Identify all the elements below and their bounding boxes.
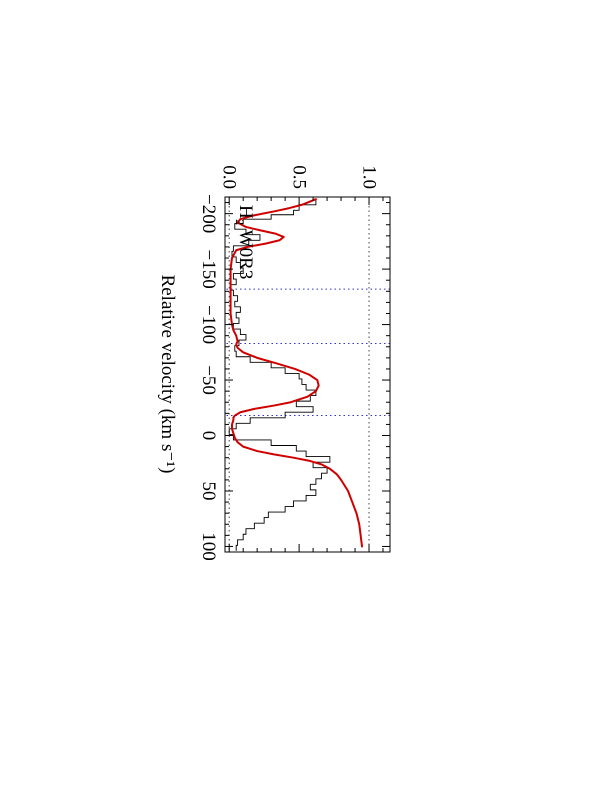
model-fit-line bbox=[229, 198, 364, 548]
x-tick-label: 50 bbox=[198, 481, 219, 500]
y-tick-label: 0.5 bbox=[289, 165, 310, 189]
data-layer bbox=[228, 198, 364, 551]
tick-marks bbox=[225, 197, 390, 552]
tick-labels: −200 −150 −100 −50 0 50 100 0.0 0.5 1.0 bbox=[198, 165, 380, 560]
x-axis-label: Relative velocity (km s⁻¹) bbox=[157, 275, 178, 474]
reference-lines bbox=[225, 197, 390, 552]
plot-frame bbox=[224, 196, 391, 553]
y-tick-label: 1.0 bbox=[359, 165, 380, 189]
rotated-plot: −200 −150 −100 −50 0 50 100 0.0 0.5 1.0 H₂ W0R3 R… bbox=[157, 165, 391, 561]
x-tick-label: −100 bbox=[198, 305, 219, 344]
species-label: H₂ W0R3 bbox=[235, 205, 256, 279]
x-tick-label: −50 bbox=[198, 365, 219, 395]
y-tick-label: 0.0 bbox=[219, 165, 240, 189]
x-tick-label: 100 bbox=[198, 532, 219, 561]
x-tick-label: 0 bbox=[198, 431, 219, 441]
x-tick-label: −200 bbox=[198, 194, 219, 233]
x-tick-label: −150 bbox=[198, 250, 219, 289]
